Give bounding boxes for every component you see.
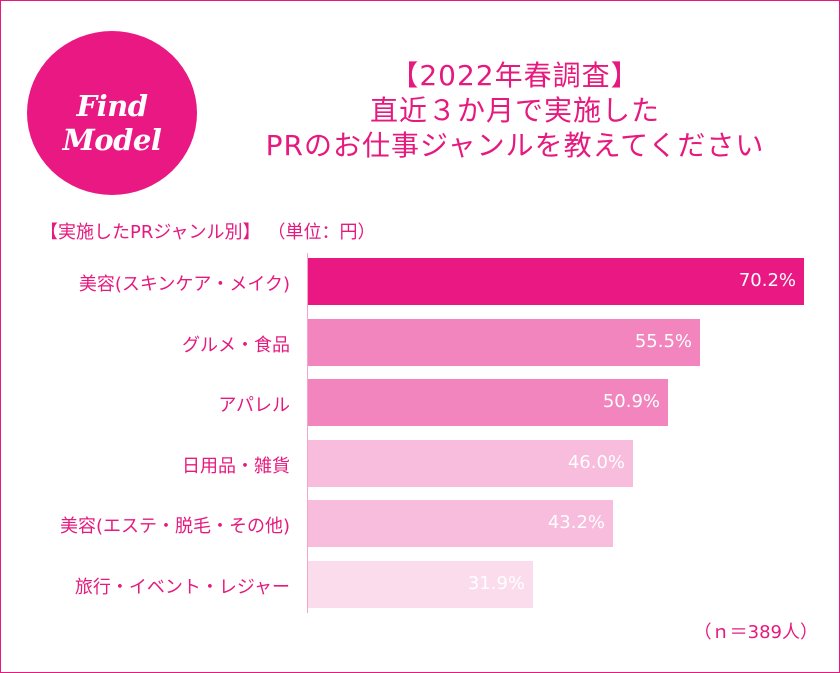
bar <box>308 500 613 547</box>
bar <box>308 560 533 608</box>
bar-value-label: 31.9% <box>467 572 525 594</box>
bar-value-label: 55.5% <box>634 330 692 352</box>
y-axis-line <box>307 253 308 613</box>
bar <box>308 258 804 305</box>
find-model-logo: Find Model <box>27 31 197 195</box>
chart-title: 【2022年春調査】 直近３か月で実施した PRのお仕事ジャンルを教えてください <box>230 58 800 163</box>
category-caption: 【実施したPRジャンル別】 <box>40 222 261 243</box>
bar <box>308 379 668 426</box>
bar-value-label: 70.2% <box>738 270 796 291</box>
bar-value-label: 50.9% <box>602 391 660 412</box>
category-label: 美容(エステ・脱毛・その他) <box>59 516 290 537</box>
bar-value-label: 43.2% <box>547 512 605 533</box>
bar-value-label: 46.0% <box>567 451 625 473</box>
title-line-3: PRのお仕事ジャンルを教えてください <box>265 129 765 162</box>
category-label: グルメ・食品 <box>182 334 290 356</box>
unit-caption: （単位：円） <box>276 222 376 243</box>
bar <box>308 439 633 487</box>
title-line-2: 直近３か月で実施した <box>369 94 660 127</box>
category-label: 旅行・イベント・レジャー <box>74 576 290 598</box>
category-label: 日用品・雑貨 <box>182 455 290 477</box>
chart-subtitle: 【実施したPRジャンル別】 （単位：円） <box>40 218 375 244</box>
category-label: 美容(スキンケア・メイク) <box>78 274 290 295</box>
sample-size-note: （ｎ＝389人） <box>693 622 818 643</box>
logo-text: Find Model <box>62 89 162 157</box>
bar <box>308 318 700 366</box>
title-line-1: 【2022年春調査】 <box>390 59 640 92</box>
category-label: アパレル <box>218 395 290 416</box>
